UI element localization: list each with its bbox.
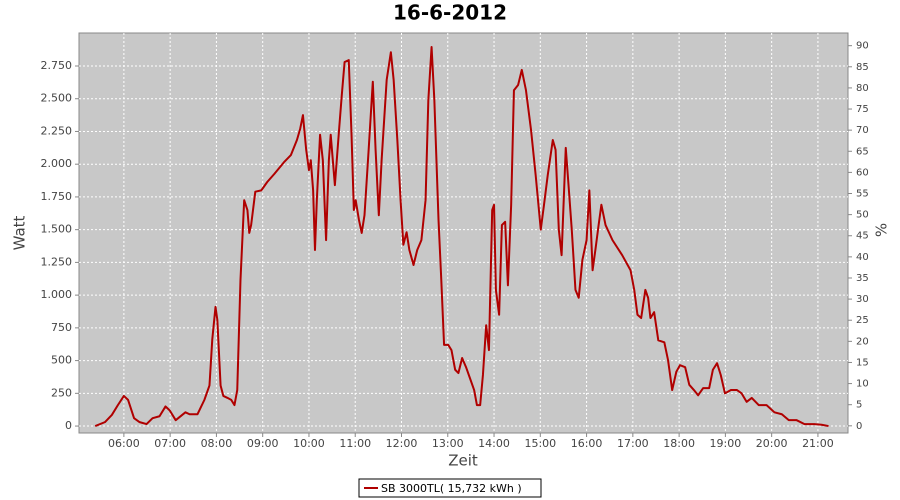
- y-tick-label: 0: [65, 419, 72, 432]
- y2-tick-label: 90: [856, 41, 869, 52]
- y2-tick-label: 60: [856, 167, 869, 178]
- line-series: [94, 46, 829, 428]
- y-tick-label: 2.500: [41, 92, 73, 105]
- y2-tick-label: 70: [856, 125, 869, 136]
- x-tick-label: 08:00: [201, 437, 233, 450]
- x-tick-label: 15:00: [524, 437, 556, 450]
- y-tick-label: 500: [51, 354, 72, 367]
- x-tick-label: 13:00: [432, 437, 464, 450]
- y-tick-label: 2.000: [41, 157, 73, 170]
- y-tick-label: 1.500: [41, 223, 73, 236]
- legend-box: [358, 478, 542, 498]
- y2-tick-label: 10: [856, 379, 869, 390]
- plot-area: [78, 32, 849, 434]
- y2-tick-label: 50: [856, 210, 869, 221]
- x-tick-label: 11:00: [339, 437, 371, 450]
- x-axis-label: Zeit: [448, 452, 478, 470]
- y-axis-label: Watt: [11, 215, 29, 250]
- x-tick-label: 14:00: [478, 437, 510, 450]
- x-tick-label: 12:00: [386, 437, 418, 450]
- y2-tick-label: 30: [856, 294, 869, 305]
- y2-tick-label: 45: [856, 231, 869, 242]
- y2-tick-label: 35: [856, 273, 869, 284]
- y-tick-label: 1.750: [41, 190, 73, 203]
- y-tick-label: 2.750: [41, 59, 73, 72]
- x-tick-label: 10:00: [293, 437, 325, 450]
- y-tick-label: 750: [51, 321, 72, 334]
- y2-tick-label: 75: [856, 104, 869, 115]
- y2-tick-label: 25: [856, 315, 869, 326]
- y2-tick-label: 0: [856, 421, 862, 432]
- x-tick-label: 19:00: [710, 437, 742, 450]
- y2-tick-label: 20: [856, 336, 869, 347]
- y2-tick-label: 5: [856, 400, 862, 411]
- legend-label: SB 3000TL( 15,732 kWh ): [381, 482, 522, 495]
- y2-tick-label: 85: [856, 62, 869, 73]
- y2-tick-label: 40: [856, 252, 869, 263]
- y-tick-label: 1.250: [41, 255, 73, 268]
- y2-tick-label: 15: [856, 357, 869, 368]
- y-tick-label: 2.250: [41, 124, 73, 137]
- x-tick-label: 09:00: [247, 437, 279, 450]
- y-tick-label: 250: [51, 386, 72, 399]
- y2-tick-label: 80: [856, 83, 869, 94]
- y-tick-label: 1.000: [41, 288, 73, 301]
- y2-tick-label: 55: [856, 189, 869, 200]
- x-tick-label: 06:00: [108, 437, 140, 450]
- x-tick-label: 20:00: [756, 437, 788, 450]
- x-tick-label: 07:00: [154, 437, 186, 450]
- x-tick-label: 18:00: [663, 437, 695, 450]
- y2-axis-label: %: [873, 223, 891, 237]
- x-tick-label: 17:00: [617, 437, 649, 450]
- x-tick-label: 21:00: [802, 437, 834, 450]
- x-tick-label: 16:00: [571, 437, 603, 450]
- chart-title: 16-6-2012: [393, 1, 507, 25]
- y2-tick-label: 65: [856, 146, 869, 157]
